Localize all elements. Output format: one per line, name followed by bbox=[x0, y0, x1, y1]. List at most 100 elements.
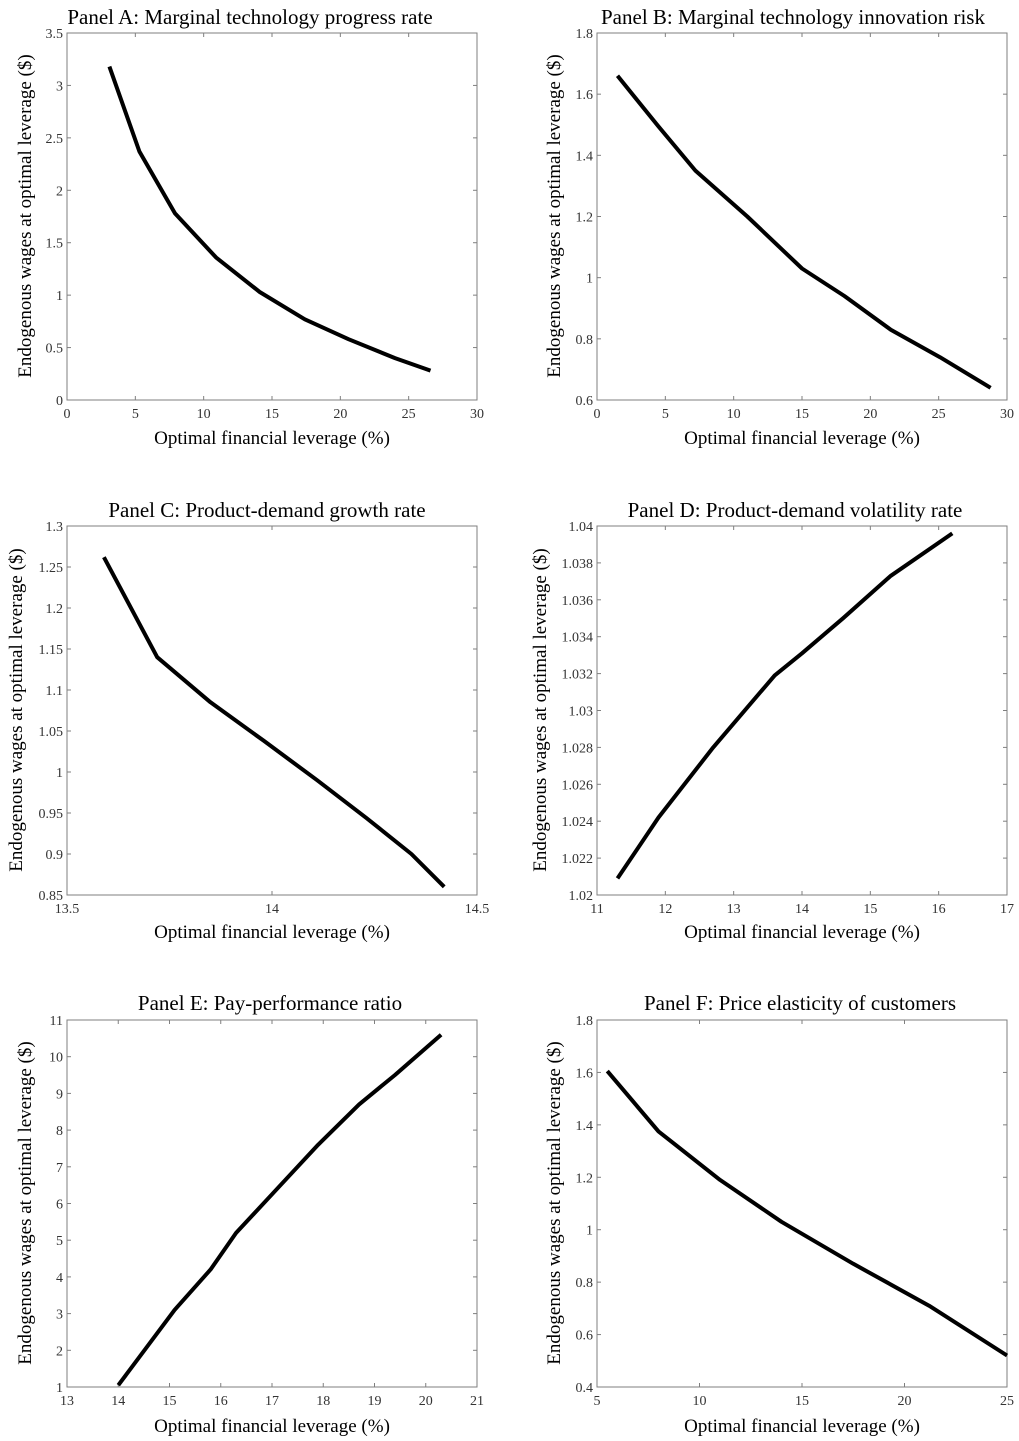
plot-frame bbox=[66, 1019, 478, 1388]
series-line bbox=[615, 531, 954, 880]
y-axis-label: Endogenous wages at optimal leverage ($) bbox=[530, 548, 551, 871]
x-tick-label: 10 bbox=[693, 1394, 707, 1409]
x-tick-label: 15 bbox=[795, 407, 809, 422]
y-tick-label: 1 bbox=[56, 289, 63, 304]
panel-d: Panel D: Product-demand volatility rate … bbox=[530, 498, 1014, 943]
y-tick-label: 0.6 bbox=[576, 394, 594, 409]
x-tick-label: 10 bbox=[727, 407, 741, 422]
x-tick-label: 19 bbox=[368, 1394, 382, 1409]
y-tick-label: 1 bbox=[586, 272, 593, 287]
y-tick-label: 5 bbox=[56, 1234, 63, 1249]
x-tick-label: 13 bbox=[60, 1394, 74, 1409]
y-tick-label: 0.8 bbox=[576, 333, 594, 348]
x-tick-label: 21 bbox=[470, 1394, 484, 1409]
x-axis-label: Optimal financial leverage (%) bbox=[684, 922, 920, 943]
panel-title: Panel F: Price elasticity of customers bbox=[644, 991, 956, 1015]
panel-title: Panel A: Marginal technology progress ra… bbox=[67, 5, 432, 29]
y-tick-label: 2 bbox=[56, 1344, 63, 1359]
x-tick-label: 25 bbox=[1000, 1394, 1014, 1409]
x-tick-label: 14 bbox=[265, 902, 279, 917]
x-tick-label: 25 bbox=[932, 407, 946, 422]
x-tick-label: 5 bbox=[662, 407, 669, 422]
y-tick-label: 2 bbox=[56, 184, 63, 199]
x-axis-label: Optimal financial leverage (%) bbox=[154, 428, 390, 449]
y-tick-label: 1.15 bbox=[39, 643, 64, 658]
y-tick-label: 0.9 bbox=[46, 848, 64, 863]
x-tick-label: 15 bbox=[265, 407, 279, 422]
x-tick-label: 5 bbox=[594, 1394, 601, 1409]
plot-frame bbox=[66, 525, 478, 896]
plot-frame bbox=[596, 32, 1008, 401]
y-tick-label: 1.03 bbox=[569, 705, 594, 720]
y-tick-label: 1.1 bbox=[46, 684, 64, 699]
y-tick-label: 1.6 bbox=[576, 88, 594, 103]
series-line bbox=[107, 65, 432, 373]
y-tick-label: 3 bbox=[56, 79, 63, 94]
panel-a: Panel A: Marginal technology progress ra… bbox=[15, 5, 484, 449]
x-tick-label: 16 bbox=[932, 902, 946, 917]
x-axis-label: Optimal financial leverage (%) bbox=[154, 922, 390, 943]
x-tick-label: 0 bbox=[594, 407, 601, 422]
y-tick-label: 1.038 bbox=[562, 557, 594, 572]
y-tick-label: 1.2 bbox=[576, 1171, 594, 1186]
panel-b: Panel B: Marginal technology innovation … bbox=[544, 5, 1014, 449]
x-tick-label: 11 bbox=[590, 902, 603, 917]
y-tick-label: 6 bbox=[56, 1198, 63, 1213]
y-tick-label: 4 bbox=[56, 1271, 63, 1286]
y-tick-label: 1.034 bbox=[562, 631, 594, 646]
x-axis-label: Optimal financial leverage (%) bbox=[684, 428, 920, 449]
x-tick-label: 13.5 bbox=[55, 902, 80, 917]
y-tick-label: 0.95 bbox=[39, 807, 64, 822]
x-tick-label: 13 bbox=[727, 902, 741, 917]
y-axis-label: Endogenous wages at optimal leverage ($) bbox=[544, 1041, 565, 1364]
y-tick-label: 1.026 bbox=[562, 778, 594, 793]
x-tick-label: 16 bbox=[214, 1394, 228, 1409]
panel-title: Panel D: Product-demand volatility rate bbox=[628, 498, 963, 522]
x-tick-label: 20 bbox=[898, 1394, 912, 1409]
y-tick-label: 1.8 bbox=[576, 1014, 594, 1029]
panel-f: Panel F: Price elasticity of customers O… bbox=[544, 991, 1014, 1437]
y-tick-label: 1.4 bbox=[576, 149, 594, 164]
y-tick-label: 1.05 bbox=[39, 725, 64, 740]
x-tick-label: 25 bbox=[402, 407, 416, 422]
y-tick-label: 7 bbox=[56, 1161, 63, 1176]
plot-frame bbox=[596, 525, 1008, 896]
x-tick-label: 20 bbox=[419, 1394, 433, 1409]
x-tick-label: 15 bbox=[863, 902, 877, 917]
y-tick-label: 1 bbox=[56, 766, 63, 781]
y-tick-label: 1.2 bbox=[46, 602, 64, 617]
y-tick-label: 3.5 bbox=[46, 27, 64, 42]
y-tick-label: 0.6 bbox=[576, 1329, 594, 1344]
y-tick-label: 3 bbox=[56, 1308, 63, 1323]
y-tick-label: 0.4 bbox=[576, 1381, 594, 1396]
panel-c: Panel C: Product-demand growth rate Opti… bbox=[6, 498, 489, 943]
y-tick-label: 1.036 bbox=[562, 594, 594, 609]
x-tick-label: 5 bbox=[132, 407, 139, 422]
y-tick-label: 1.022 bbox=[562, 852, 594, 867]
x-tick-label: 20 bbox=[863, 407, 877, 422]
y-tick-label: 1.25 bbox=[39, 561, 64, 576]
x-tick-label: 18 bbox=[316, 1394, 330, 1409]
y-tick-label: 1.3 bbox=[46, 520, 64, 535]
y-tick-label: 11 bbox=[50, 1014, 63, 1029]
y-tick-label: 1 bbox=[56, 1381, 63, 1396]
x-tick-label: 30 bbox=[1000, 407, 1014, 422]
y-tick-label: 1.6 bbox=[576, 1066, 594, 1081]
panel-title: Panel C: Product-demand growth rate bbox=[108, 498, 425, 522]
y-axis-label: Endogenous wages at optimal leverage ($) bbox=[544, 54, 565, 377]
y-tick-label: 1.028 bbox=[562, 741, 594, 756]
y-tick-label: 1.04 bbox=[569, 520, 594, 535]
x-tick-label: 14 bbox=[795, 902, 809, 917]
x-axis-label: Optimal financial leverage (%) bbox=[684, 1416, 920, 1437]
x-tick-label: 15 bbox=[163, 1394, 177, 1409]
x-tick-label: 14.5 bbox=[465, 902, 490, 917]
y-axis-label: Endogenous wages at optimal leverage ($) bbox=[15, 54, 36, 377]
x-tick-label: 10 bbox=[197, 407, 211, 422]
x-axis-label: Optimal financial leverage (%) bbox=[154, 1416, 390, 1437]
y-tick-label: 1.4 bbox=[576, 1119, 594, 1134]
y-tick-label: 0 bbox=[56, 394, 63, 409]
series-line bbox=[116, 1033, 443, 1387]
x-tick-label: 30 bbox=[470, 407, 484, 422]
series-line bbox=[615, 74, 992, 390]
